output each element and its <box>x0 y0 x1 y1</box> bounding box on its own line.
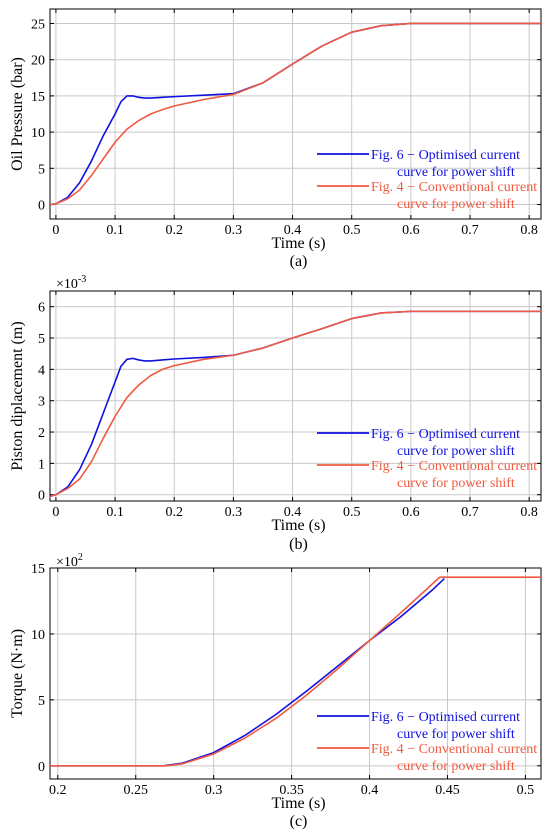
legend-label: curve for power shift <box>397 165 515 180</box>
legend-label: Fig. 4 − Conventional current <box>371 742 537 757</box>
x-tick-label: 0.8 <box>520 505 538 520</box>
x-tick-label: 0.3 <box>225 505 243 520</box>
x-tick-label: 0.7 <box>461 505 479 520</box>
legend-label: Fig. 6 − Optimised current <box>371 710 520 725</box>
x-axis-label: Time (s) <box>271 235 325 252</box>
axis-multiplier: ×102 <box>56 552 83 570</box>
series-line <box>50 310 541 498</box>
x-tick-label: 0.45 <box>435 783 460 798</box>
panel-label: (b) <box>289 536 308 553</box>
y-tick-label: 5 <box>38 332 45 347</box>
y-tick-label: 3 <box>38 395 45 410</box>
x-tick-label: 0.6 <box>402 505 420 520</box>
axes-frame <box>49 290 542 502</box>
y-axis-label: Torque (N·m) <box>9 629 26 718</box>
x-tick-label: 0.7 <box>461 223 479 238</box>
series-line <box>50 577 445 767</box>
y-tick-label: 10 <box>31 628 45 643</box>
y-axis-label: Piston diplacement (m) <box>9 321 26 470</box>
y-tick-label: 15 <box>31 90 45 105</box>
y-tick-label: 0 <box>38 489 45 504</box>
x-tick-label: 0.4 <box>361 783 379 798</box>
x-tick-label: 0.5 <box>343 223 361 238</box>
axis-multiplier: ×10-3 <box>56 274 86 292</box>
x-axis-label: Time (s) <box>271 795 325 812</box>
panel-label: (a) <box>290 253 308 270</box>
y-tick-label: 0 <box>38 760 45 775</box>
y-tick-label: 0 <box>38 199 45 214</box>
x-tick-label: 0 <box>52 505 59 520</box>
x-tick-label: 0.2 <box>165 223 183 238</box>
chart-panel: 0.2 0.25 0.3 0.35 0.4 0.45 0.5 0 5 10 15 Time (s) To… <box>9 552 542 830</box>
x-tick-label: 0.2 <box>165 505 183 520</box>
x-tick-label: 0.8 <box>520 223 538 238</box>
y-tick-label: 15 <box>31 562 45 577</box>
x-tick-label: 0.25 <box>123 783 148 798</box>
x-tick-label: 0 <box>52 223 59 238</box>
x-tick-label: 0.5 <box>343 505 361 520</box>
series-line <box>50 22 541 206</box>
y-tick-label: 10 <box>31 126 45 141</box>
x-tick-label: 0.1 <box>106 505 124 520</box>
legend-label: Fig. 6 − Optimised current <box>371 148 520 163</box>
x-tick-label: 0.5 <box>517 783 535 798</box>
legend-label: curve for power shift <box>397 197 515 212</box>
x-tick-label: 0.1 <box>106 223 124 238</box>
y-tick-label: 4 <box>38 363 45 378</box>
series-line <box>50 576 541 767</box>
panel-label: (c) <box>290 813 308 830</box>
x-tick-label: 0.35 <box>279 783 304 798</box>
x-tick-label: 0.3 <box>205 783 223 798</box>
chart-panel: 0 0.1 0.2 0.3 0.4 0.5 0.6 0.7 0.8 0 5 10 15 20 25 Time … <box>9 8 542 270</box>
x-tick-label: 0.2 <box>49 783 67 798</box>
x-tick-label: 0.4 <box>284 505 302 520</box>
y-tick-label: 6 <box>38 301 45 316</box>
chart-panel: 0 0.1 0.2 0.3 0.4 0.5 0.6 0.7 0.8 0 1 2 3 4 5 6 Time (s)… <box>9 274 542 553</box>
axes-frame <box>49 567 542 780</box>
x-tick-label: 0.3 <box>225 223 243 238</box>
axes-frame <box>49 8 542 220</box>
y-axis-label: Oil Pressure (bar) <box>9 57 26 171</box>
legend-label: curve for power shift <box>397 727 515 742</box>
legend-label: curve for power shift <box>397 444 515 459</box>
legend-label: curve for power shift <box>397 759 515 774</box>
y-tick-label: 1 <box>38 457 45 472</box>
y-tick-label: 25 <box>31 17 45 32</box>
x-tick-label: 0.4 <box>284 223 302 238</box>
legend-label: Fig. 6 − Optimised current <box>371 427 520 442</box>
y-tick-label: 2 <box>38 426 45 441</box>
legend-label: Fig. 4 − Conventional current <box>371 180 537 195</box>
y-tick-label: 5 <box>38 694 45 709</box>
x-axis-label: Time (s) <box>271 517 325 534</box>
y-tick-label: 20 <box>31 54 45 69</box>
x-tick-label: 0.6 <box>402 223 420 238</box>
legend-label: Fig. 4 − Conventional current <box>371 459 537 474</box>
y-tick-label: 5 <box>38 162 45 177</box>
legend-label: curve for power shift <box>397 476 515 491</box>
